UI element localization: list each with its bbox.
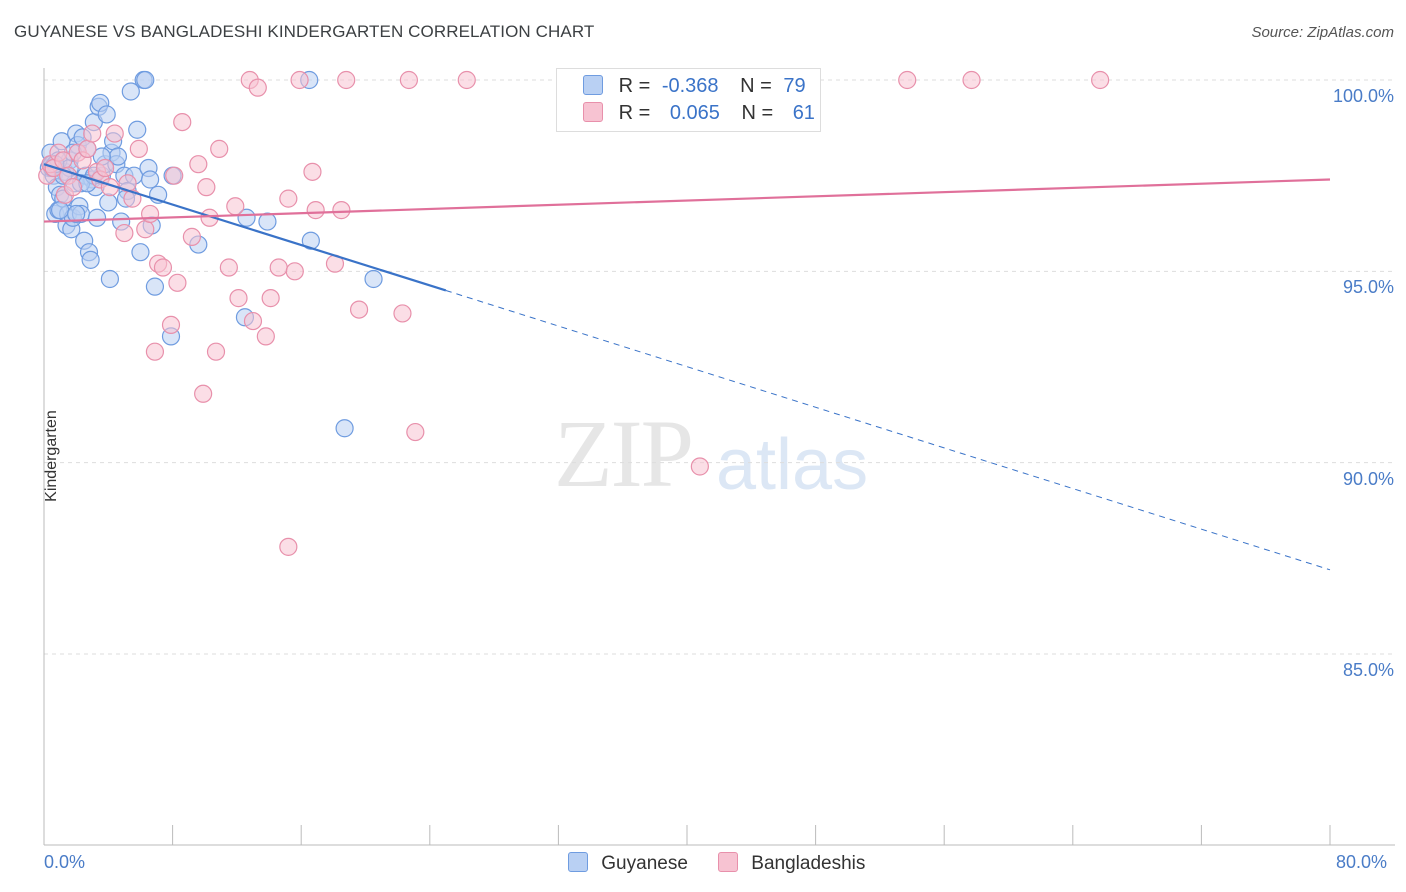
bangladeshis-point <box>173 112 192 132</box>
guyanese-legend-swatch <box>568 852 588 872</box>
bangladeshis-point <box>182 227 201 246</box>
bangladeshis-point <box>279 189 298 208</box>
guyanese-point <box>301 231 320 250</box>
bangladeshis-point <box>406 422 425 442</box>
guyanese-point <box>364 269 383 289</box>
bangladeshis-point <box>229 289 248 308</box>
bangladeshis-point <box>194 384 213 403</box>
stats-legend: R = -0.368 N = 79 R = 0.065 N = 61 <box>556 68 821 132</box>
bangladeshis-trend-line <box>43 178 1331 223</box>
bangladeshis-point <box>78 139 97 158</box>
x-tick-label-max: 80.0% <box>1336 852 1388 872</box>
bangladeshis-point <box>248 78 267 97</box>
guyanese-point <box>131 243 150 262</box>
n-label: N = <box>740 75 772 97</box>
stats-row-guyanese: R = -0.368 N = 79 <box>583 75 806 99</box>
r-value: 0.065 <box>669 102 720 124</box>
bangladeshis-point <box>63 178 83 197</box>
guyanese-point <box>140 170 160 189</box>
guyanese-point <box>99 193 118 212</box>
guyanese-swatch <box>583 75 603 95</box>
guyanese-point <box>258 212 277 231</box>
bangladeshis-point <box>690 457 709 476</box>
bangladeshis-point <box>136 220 155 239</box>
guyanese-point <box>100 269 120 289</box>
bangladeshis-point <box>83 124 102 143</box>
guyanese-trend-line <box>43 163 447 292</box>
y-tick-label: 85.0% <box>1342 660 1394 680</box>
guyanese-point <box>237 208 256 227</box>
bangladeshis-point <box>105 124 124 143</box>
bangladeshis-point <box>269 258 288 277</box>
n-label: N = <box>741 102 774 124</box>
bangladeshis-point <box>256 327 275 346</box>
bangladeshis-point <box>161 315 181 335</box>
bangladeshis-point <box>165 166 184 185</box>
bangladeshis-point <box>261 289 280 308</box>
bangladeshis-point <box>303 162 322 181</box>
bangladeshis-point <box>115 223 134 243</box>
r-label: R = <box>618 75 651 97</box>
bangladeshis-point <box>243 311 263 331</box>
bangladeshis-point <box>129 139 148 158</box>
n-value: 61 <box>792 102 815 124</box>
bangladeshis-point <box>145 342 165 361</box>
bangladeshis-point <box>140 204 160 224</box>
guyanese-point <box>81 250 100 269</box>
bangladeshis-point <box>290 70 309 90</box>
bangladeshis-point <box>337 70 356 90</box>
bangladeshis-point <box>962 70 981 90</box>
n-value: 79 <box>783 75 806 97</box>
bangladeshis-point <box>168 273 187 292</box>
y-tick-label: 90.0% <box>1342 468 1394 489</box>
legend-label: Guyanese <box>601 853 688 874</box>
guyanese-point <box>128 120 147 139</box>
watermark-atlas: atlas <box>716 425 869 505</box>
bangladeshis-legend-swatch <box>718 852 738 872</box>
bangladeshis-point <box>1091 70 1110 90</box>
bangladeshis-point <box>226 197 245 216</box>
guyanese-point <box>50 201 70 220</box>
guyanese-point <box>335 419 354 438</box>
watermark-zip: ZIP <box>554 400 694 507</box>
bangladeshis-point <box>399 70 419 90</box>
legend-label: Bangladeshis <box>751 853 866 874</box>
bangladeshis-point <box>332 201 351 220</box>
guyanese-point <box>67 204 86 224</box>
bangladeshis-point <box>898 70 917 90</box>
guyanese-point <box>121 82 140 101</box>
bangladeshis-point <box>285 262 304 281</box>
bangladeshis-point <box>219 258 238 277</box>
guyanese-point <box>136 70 155 90</box>
bangladeshis-point <box>306 201 325 220</box>
guyanese-trend-extension <box>445 289 1331 571</box>
bangladeshis-swatch <box>583 102 603 122</box>
legend-item-bangladeshis[interactable]: Bangladeshis <box>718 852 865 875</box>
guyanese-point <box>145 277 165 296</box>
y-tick-label: 95.0% <box>1342 277 1394 298</box>
guyanese-point <box>97 105 116 124</box>
x-tick-label-min: 0.0% <box>44 852 86 872</box>
bangladeshis-point <box>210 139 229 158</box>
y-tick-label: 100.0% <box>1332 86 1394 106</box>
y-axis-label: Kindergarten <box>42 410 60 502</box>
bangladeshis-point <box>95 158 115 178</box>
bangladeshis-point <box>206 342 226 361</box>
stats-row-bangladeshis: R = 0.065 N = 61 <box>583 102 815 126</box>
bangladeshis-point <box>457 70 476 90</box>
chart-title: GUYANESE VS BANGLADESHI KINDERGARTEN COR… <box>14 22 595 41</box>
bangladeshis-point <box>197 178 216 197</box>
r-label: R = <box>618 102 651 124</box>
bangladeshis-point <box>279 537 298 556</box>
bangladeshis-point <box>349 300 369 319</box>
bangladeshis-point <box>393 304 412 323</box>
bangladeshis-point <box>153 258 173 277</box>
r-value: -0.368 <box>661 75 719 97</box>
guyanese-point <box>87 208 107 227</box>
bangladeshis-point <box>189 155 208 174</box>
legend-item-guyanese[interactable]: Guyanese <box>568 852 688 875</box>
source-label: Source: ZipAtlas.com <box>1251 24 1394 41</box>
